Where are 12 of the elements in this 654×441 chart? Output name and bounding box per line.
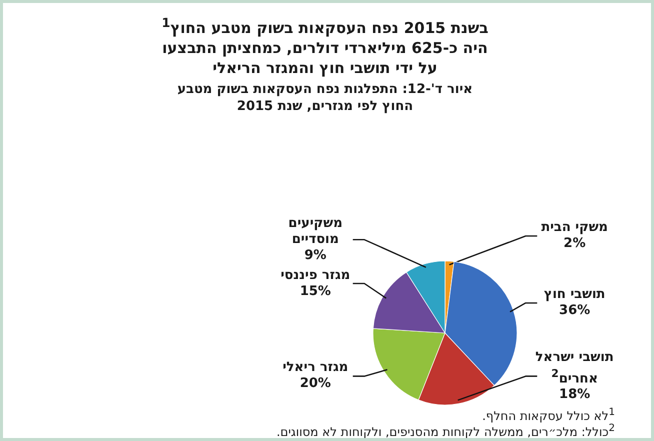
data-label: 9% [303, 248, 328, 264]
chart-subtitle: איור ד'-12: התפלגות נפח העסקאות בשוק מטבע החוץ לפי מגזרים, שנת 2015 [176, 81, 474, 115]
slice-label: מגזר פיננסי [280, 268, 352, 284]
slice-label: תושבי חוץ [542, 286, 606, 303]
data-label: 2% [562, 236, 587, 252]
data-label: 15% [298, 284, 332, 300]
slice-label: משקיעים מוסדיים [287, 216, 344, 248]
data-label: 20% [298, 376, 332, 392]
slice-label: מגזר ריאלי [282, 360, 350, 376]
data-label: 36% [558, 302, 592, 319]
slice-label: משקי הבית [540, 220, 609, 236]
data-label: 18% [558, 387, 592, 404]
